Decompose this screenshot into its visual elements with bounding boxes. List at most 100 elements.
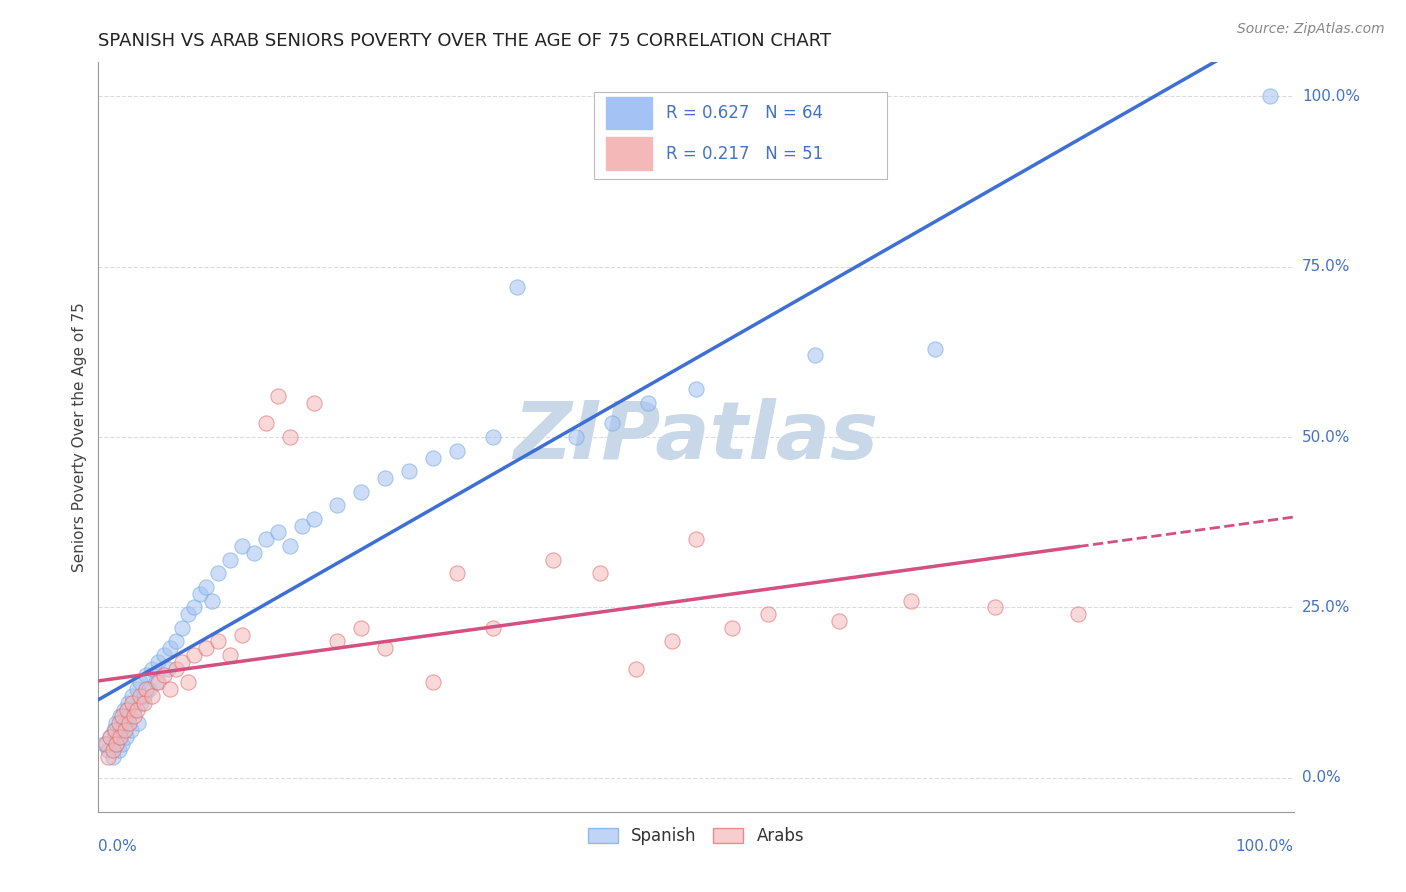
Point	[195, 641, 218, 656]
Text: Source: ZipAtlas.com: Source: ZipAtlas.com	[1237, 22, 1385, 37]
Point	[105, 716, 128, 731]
Point	[103, 723, 125, 737]
Point	[107, 730, 129, 744]
Point	[153, 648, 176, 662]
Point	[124, 702, 146, 716]
Point	[156, 662, 179, 676]
Point	[159, 682, 181, 697]
Point	[350, 484, 373, 499]
Point	[398, 464, 420, 478]
Point	[159, 641, 181, 656]
Text: 50.0%: 50.0%	[1302, 430, 1350, 444]
Point	[219, 648, 242, 662]
Point	[172, 621, 194, 635]
Point	[231, 627, 253, 641]
Point	[132, 696, 155, 710]
Point	[243, 546, 266, 560]
Point	[481, 621, 505, 635]
Point	[101, 743, 124, 757]
Text: R = 0.627   N = 64: R = 0.627 N = 64	[666, 104, 823, 122]
Point	[1067, 607, 1090, 622]
Point	[565, 430, 588, 444]
Point	[172, 655, 194, 669]
Point	[165, 634, 187, 648]
Point	[589, 566, 612, 581]
Text: 100.0%: 100.0%	[1302, 89, 1360, 104]
Point	[254, 533, 277, 547]
Point	[115, 730, 138, 744]
Point	[93, 737, 115, 751]
Point	[207, 634, 229, 648]
Point	[374, 471, 396, 485]
Point	[828, 614, 851, 628]
Point	[446, 443, 468, 458]
Point	[121, 689, 143, 703]
Point	[110, 723, 132, 737]
Point	[141, 689, 163, 703]
Text: ZIPatlas: ZIPatlas	[513, 398, 879, 476]
Point	[326, 498, 349, 512]
Point	[165, 662, 187, 676]
Point	[326, 634, 349, 648]
Point	[177, 675, 200, 690]
Point	[114, 716, 136, 731]
Point	[231, 539, 253, 553]
Point	[924, 342, 946, 356]
Point	[129, 689, 152, 703]
Point	[121, 696, 143, 710]
Point	[125, 682, 148, 697]
Point	[302, 396, 325, 410]
Point	[105, 737, 128, 751]
Point	[135, 668, 157, 682]
Point	[267, 525, 290, 540]
Point	[291, 518, 314, 533]
Point	[115, 702, 138, 716]
Point	[756, 607, 779, 622]
Point	[97, 750, 120, 764]
Point	[111, 709, 134, 723]
Point	[117, 696, 139, 710]
Point	[984, 600, 1007, 615]
Point	[132, 689, 155, 703]
Bar	[606, 137, 652, 170]
Point	[350, 621, 373, 635]
Y-axis label: Seniors Poverty Over the Age of 75: Seniors Poverty Over the Age of 75	[72, 302, 87, 572]
Point	[422, 675, 444, 690]
Text: 100.0%: 100.0%	[1236, 839, 1294, 855]
Legend: Spanish, Arabs: Spanish, Arabs	[581, 821, 811, 852]
Point	[188, 587, 211, 601]
Point	[685, 383, 707, 397]
Point	[685, 533, 707, 547]
Point	[219, 552, 242, 566]
Point	[97, 743, 120, 757]
Point	[111, 737, 134, 751]
Point	[183, 600, 205, 615]
Point	[195, 580, 218, 594]
Point	[107, 716, 129, 731]
Point	[118, 716, 141, 731]
Text: R = 0.217   N = 51: R = 0.217 N = 51	[666, 145, 824, 162]
Point	[124, 709, 146, 723]
Point	[127, 716, 149, 731]
Point	[138, 682, 160, 697]
Point	[278, 430, 301, 444]
Point	[541, 552, 564, 566]
Point	[153, 668, 176, 682]
Point	[506, 280, 529, 294]
Point	[131, 696, 153, 710]
Point	[302, 512, 325, 526]
Text: 75.0%: 75.0%	[1302, 260, 1350, 274]
Point	[112, 702, 135, 716]
Point	[148, 675, 170, 690]
Text: SPANISH VS ARAB SENIORS POVERTY OVER THE AGE OF 75 CORRELATION CHART: SPANISH VS ARAB SENIORS POVERTY OVER THE…	[98, 32, 831, 50]
Text: 0.0%: 0.0%	[1302, 770, 1340, 785]
Text: 0.0%: 0.0%	[98, 839, 138, 855]
Point	[900, 593, 922, 607]
Point	[114, 723, 136, 737]
Bar	[606, 96, 652, 129]
Point	[107, 743, 129, 757]
Point	[446, 566, 468, 581]
Text: 25.0%: 25.0%	[1302, 600, 1350, 615]
Point	[105, 737, 128, 751]
Point	[108, 709, 131, 723]
